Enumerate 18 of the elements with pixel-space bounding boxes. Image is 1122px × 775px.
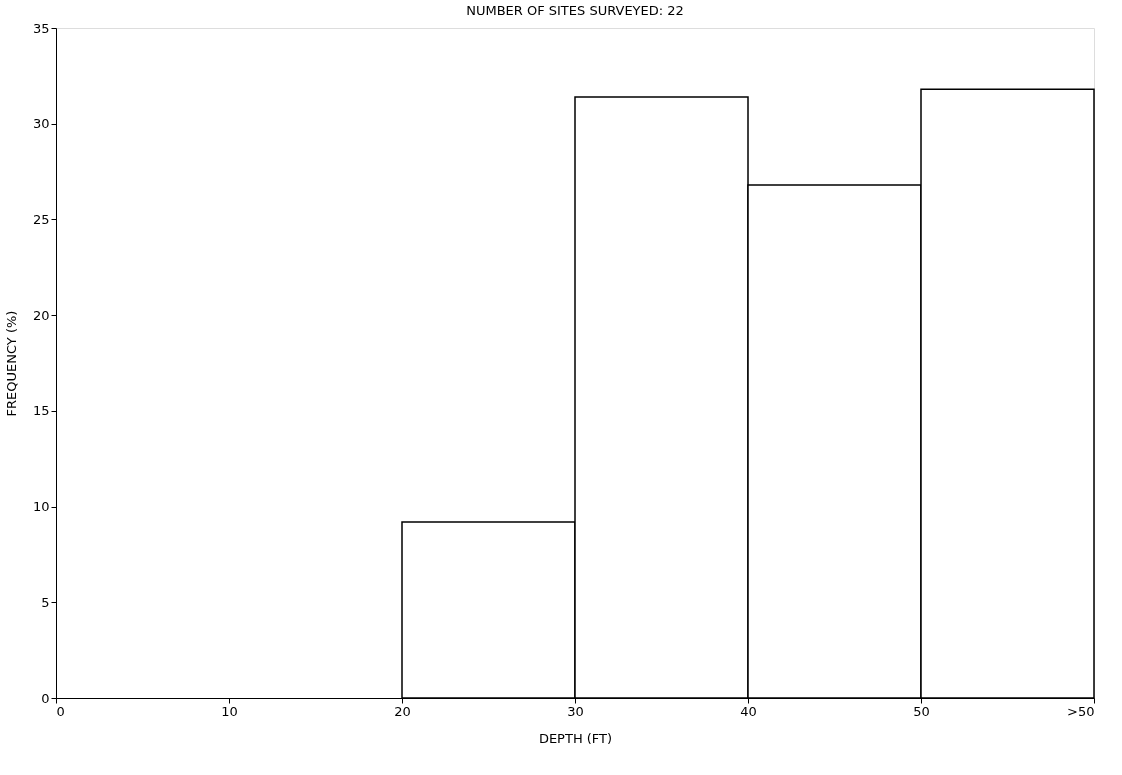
y-tick-label: 20 <box>32 307 50 323</box>
x-tick-label: 10 <box>221 703 238 719</box>
y-axis-title: FREQUENCY (%) <box>3 310 19 417</box>
y-tick-label: 5 <box>41 594 50 610</box>
y-tick-label: 35 <box>32 20 50 36</box>
x-axis-title: DEPTH (FT) <box>538 730 613 746</box>
y-tick-label: 10 <box>32 499 50 515</box>
y-tick-label: 15 <box>32 403 50 419</box>
x-tick-label: >50 <box>1067 703 1095 719</box>
chart-title: NUMBER OF SITES SURVEYED: 22 <box>466 3 684 18</box>
y-tick-label: 0 <box>41 690 50 706</box>
x-tick-label: 20 <box>394 703 411 719</box>
y-tick-label: 25 <box>32 211 50 227</box>
x-tick-label: 0 <box>56 703 65 719</box>
y-tick-label: 30 <box>32 116 50 132</box>
x-tick-label: 50 <box>913 703 930 719</box>
x-tick-label: 40 <box>740 703 757 719</box>
x-tick-label: 30 <box>567 703 584 719</box>
